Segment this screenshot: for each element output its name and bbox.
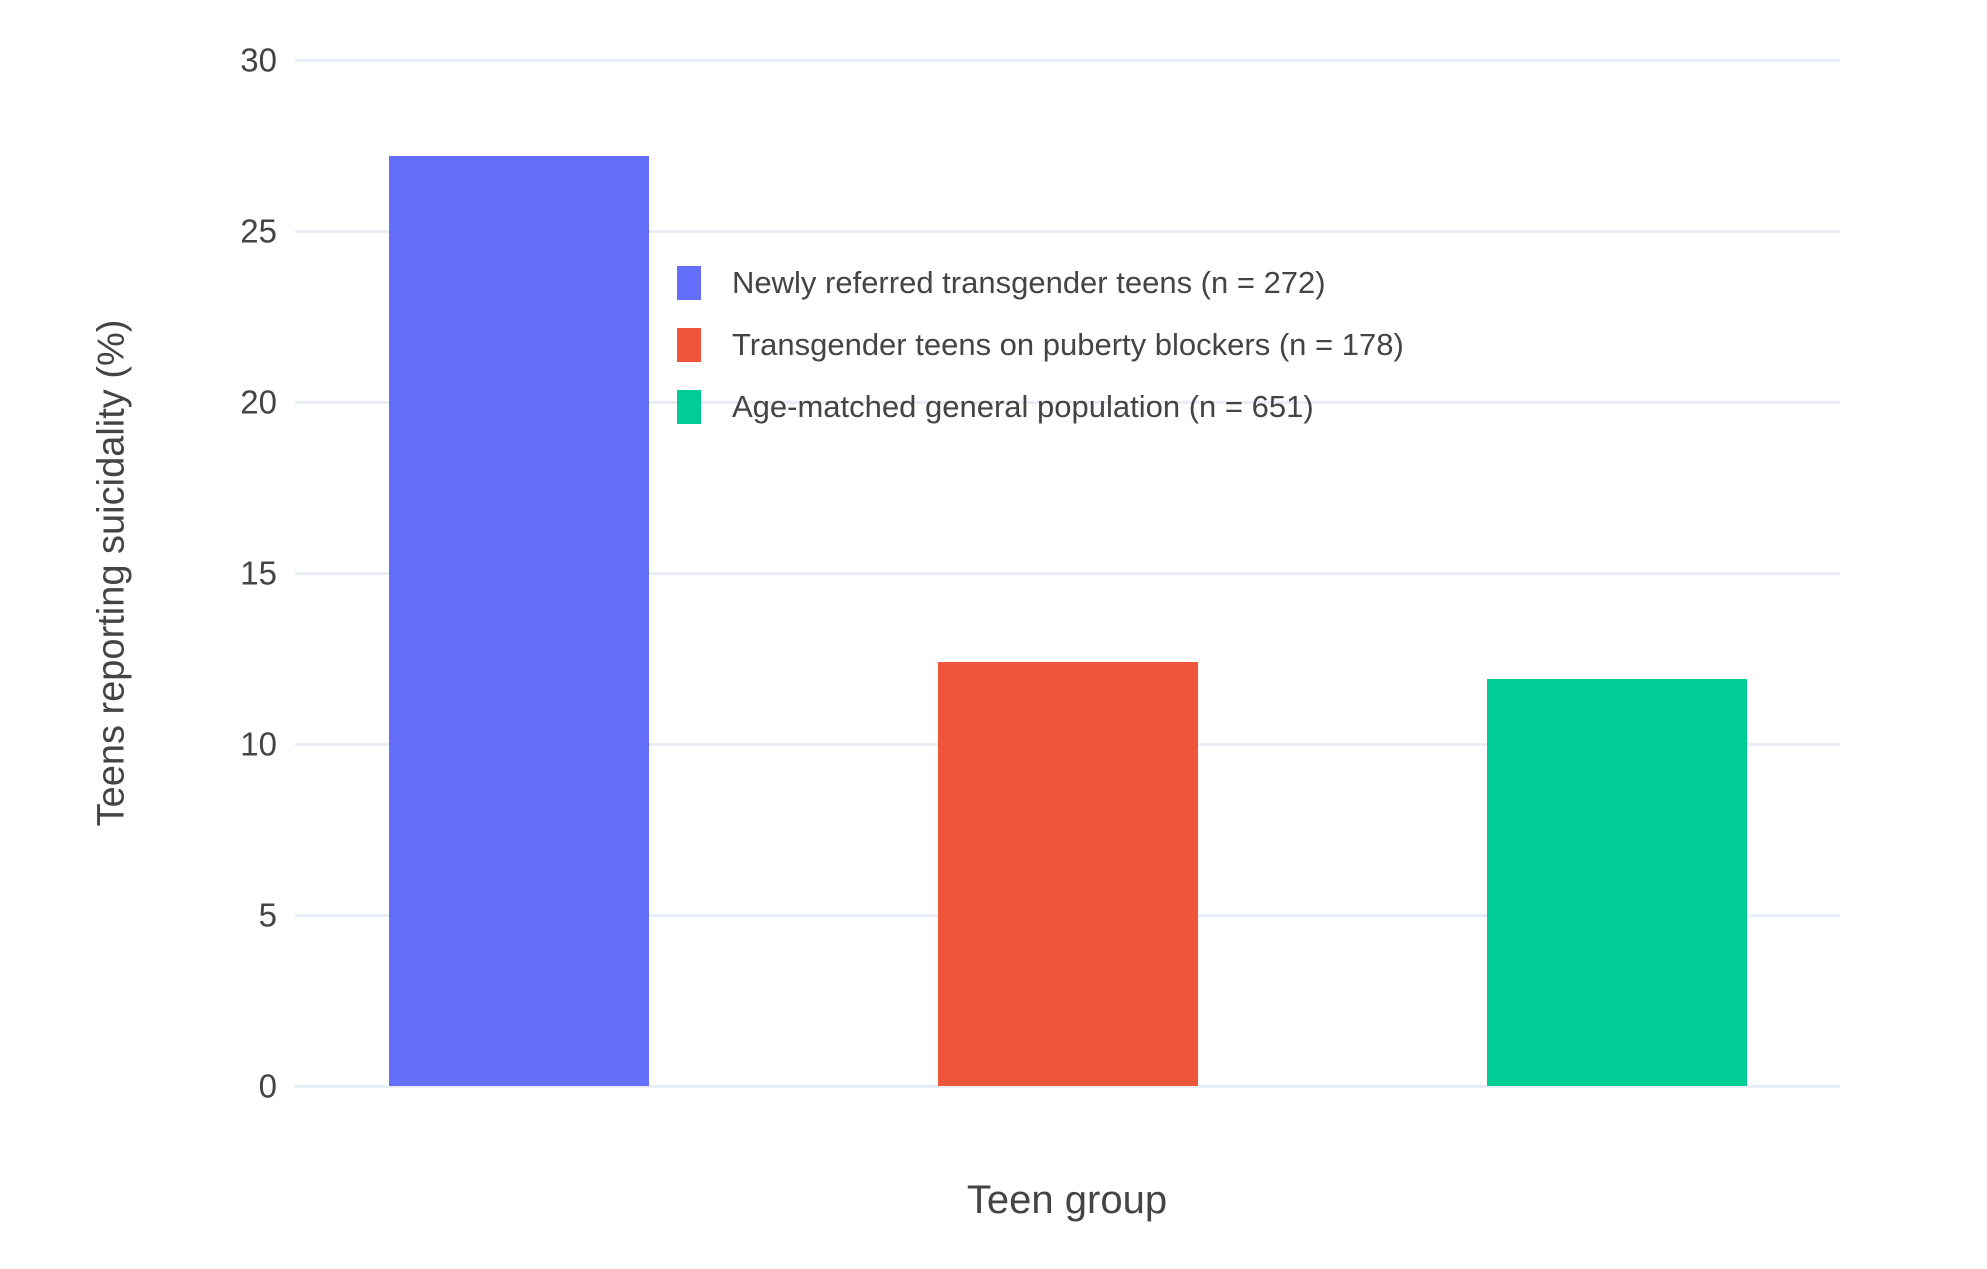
legend-label: Newly referred transgender teens (n = 27… xyxy=(732,265,1326,300)
legend-swatch-icon xyxy=(677,390,701,424)
gridline-y-20 xyxy=(295,400,1840,404)
legend-label: Transgender teens on puberty blockers (n… xyxy=(732,327,1404,362)
legend-item-1[interactable]: Newly referred transgender teens (n = 27… xyxy=(677,252,1404,314)
y-tick-label-15: 15 xyxy=(240,554,277,592)
y-tick-label-25: 25 xyxy=(240,212,277,250)
gridline-y-15 xyxy=(295,571,1840,575)
y-tick-label-10: 10 xyxy=(240,725,277,763)
legend-item-2[interactable]: Transgender teens on puberty blockers (n… xyxy=(677,314,1404,376)
legend-item-3[interactable]: Age-matched general population (n = 651) xyxy=(677,376,1404,438)
gridline-y-25 xyxy=(295,229,1840,233)
y-tick-label-5: 5 xyxy=(258,896,277,934)
legend-swatch-icon xyxy=(677,266,701,300)
gridline-y-0 xyxy=(295,1084,1840,1088)
y-axis-tick-labels: 0 5 10 15 20 25 30 xyxy=(0,44,277,1103)
x-axis-title: Teen group xyxy=(966,1178,1168,1222)
legend-label: Age-matched general population (n = 651) xyxy=(732,389,1314,424)
bar-2 xyxy=(937,661,1198,1086)
legend-swatch-icon xyxy=(677,328,701,362)
bar-1 xyxy=(388,155,649,1086)
y-tick-label-30: 30 xyxy=(240,41,277,79)
plot-area xyxy=(295,58,1840,1088)
y-tick-label-0: 0 xyxy=(258,1067,277,1105)
bar-3 xyxy=(1487,679,1748,1086)
legend: Newly referred transgender teens (n = 27… xyxy=(677,252,1404,438)
y-tick-label-20: 20 xyxy=(240,383,277,421)
gridline-y-30 xyxy=(295,58,1840,62)
